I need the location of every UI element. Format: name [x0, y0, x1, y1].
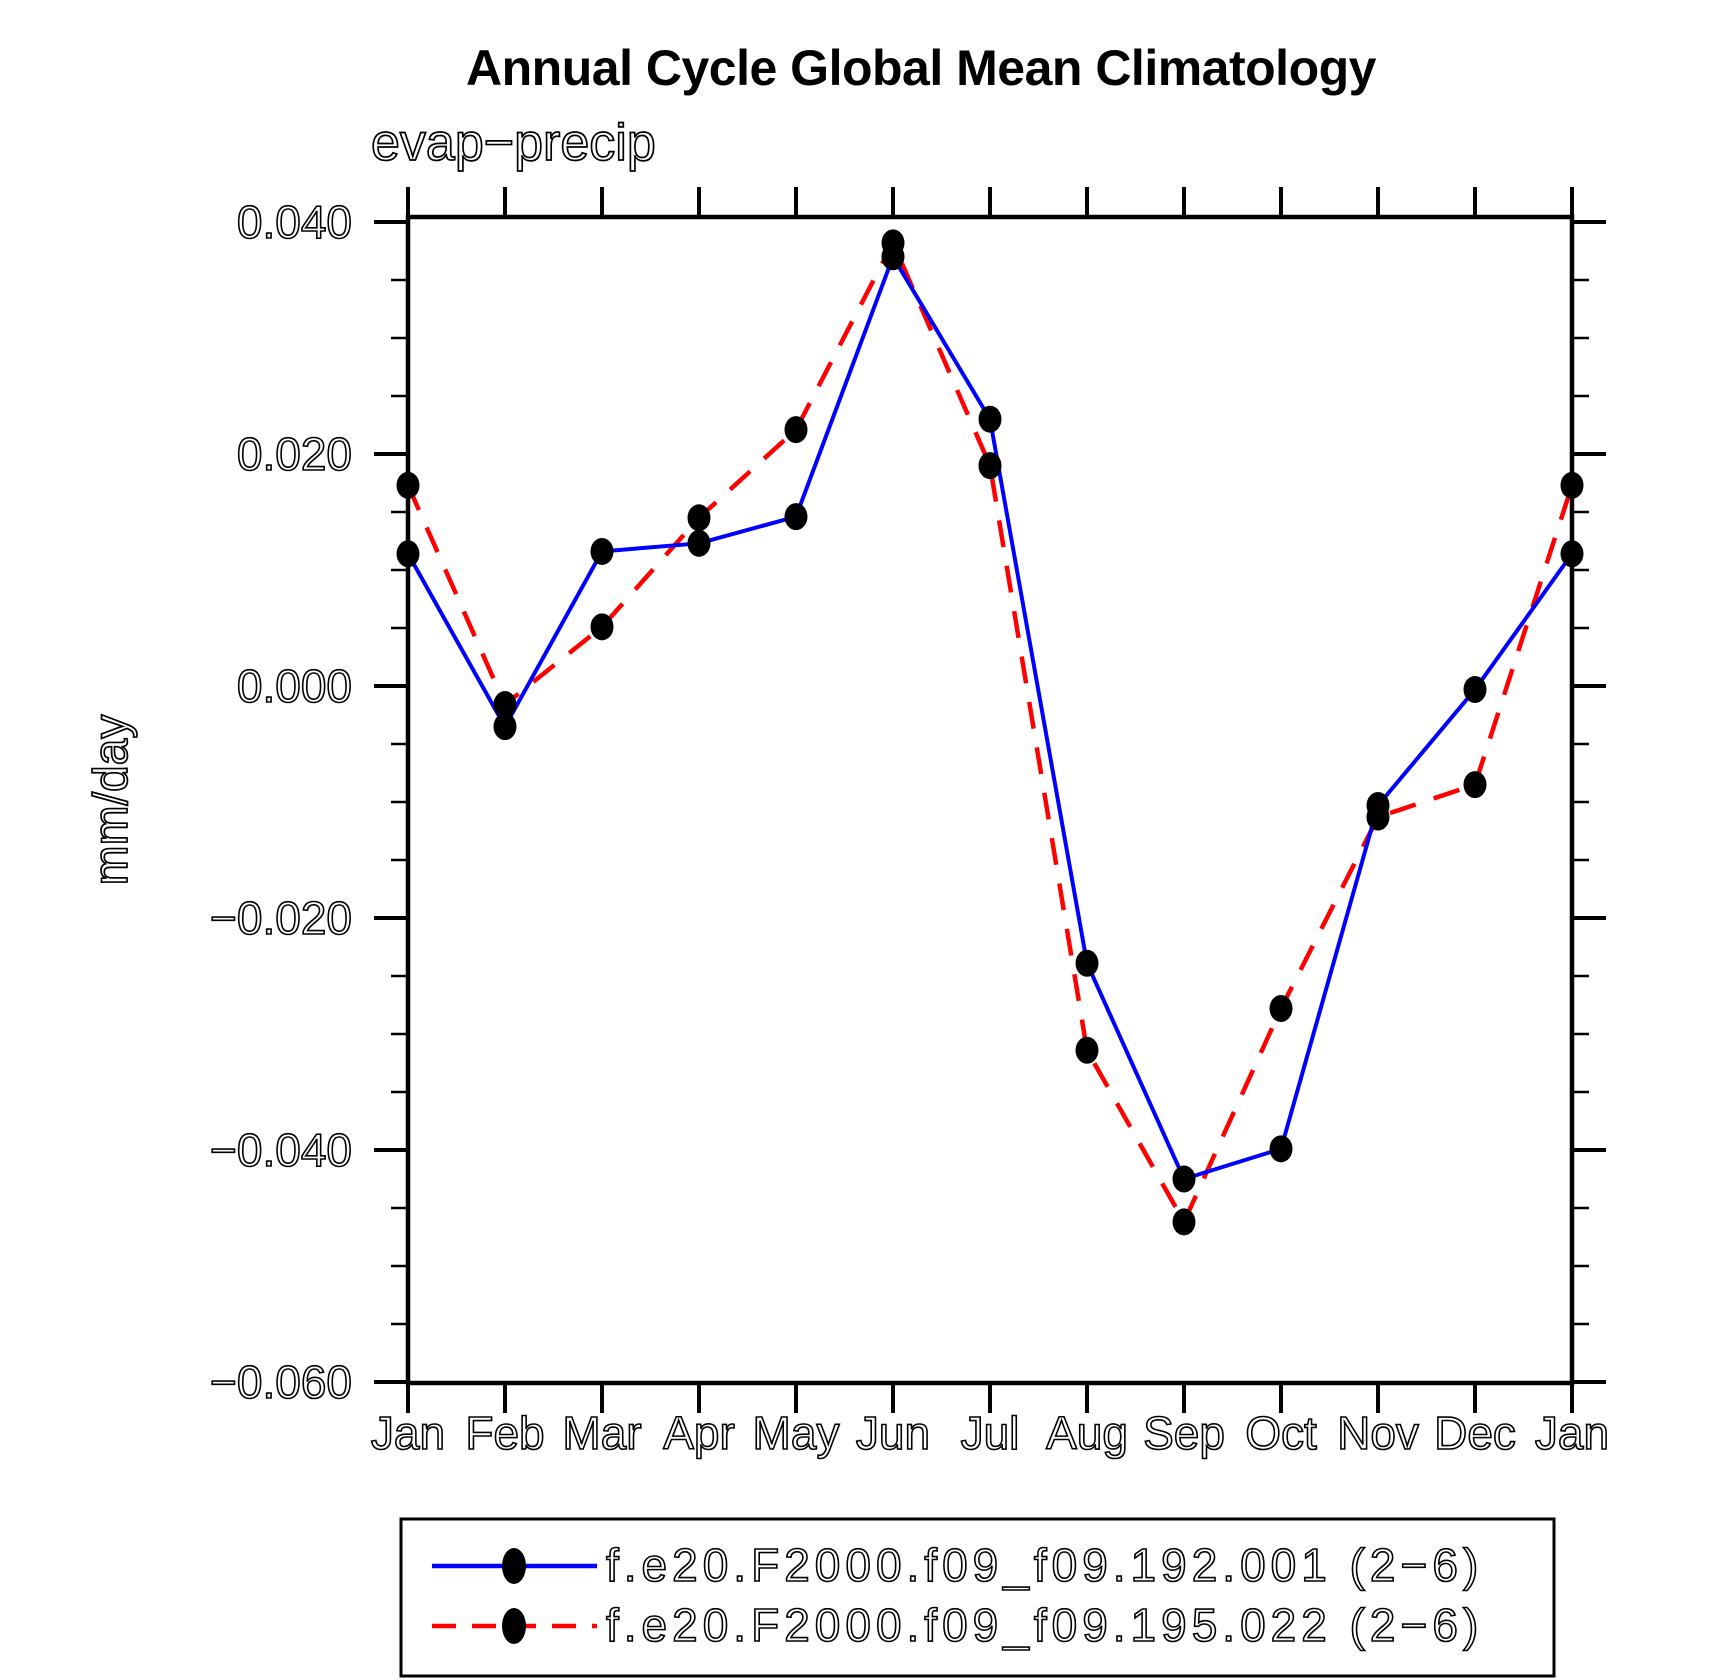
x-axis-tick-label: Oct [1245, 1407, 1317, 1459]
data-point-marker [396, 471, 420, 499]
data-point-marker [784, 416, 808, 444]
data-point-marker [1269, 1135, 1293, 1163]
plot-area: 0.040 0.020 0.000 −0.020 −0.040 −0.060 Jan Feb M… [209, 187, 1610, 1460]
y-axis-tick-label: 0.000 [237, 660, 352, 712]
data-point-marker [784, 503, 808, 531]
data-point-marker [1075, 949, 1099, 977]
x-axis-tick-label: Jun [856, 1407, 930, 1459]
x-axis-tick-label: Jan [371, 1407, 445, 1459]
data-point-marker [1172, 1165, 1196, 1193]
x-axis-tick-label: Sep [1143, 1407, 1225, 1459]
chart-title: Annual Cycle Global Mean Climatology [466, 40, 1377, 96]
x-axis-tick-label: Aug [1046, 1407, 1128, 1459]
x-axis-tick-label: May [753, 1407, 840, 1459]
data-point-marker [1463, 675, 1487, 703]
data-point-marker [493, 713, 517, 741]
data-point-marker [1463, 771, 1487, 799]
legend-marker [502, 1608, 526, 1644]
y-axis-title: mm/day [85, 715, 138, 886]
y-axis-tick-label: −0.060 [210, 1356, 352, 1408]
legend-entry-label: f.e20.F2000.f09_f09.192.001 (2−6) [606, 1539, 1483, 1591]
data-point-marker [1269, 994, 1293, 1022]
data-point-marker [590, 537, 614, 565]
x-axis-tick-label: Jan [1535, 1407, 1609, 1459]
series-line-195-022 [405, 237, 1575, 1227]
plot-frame [405, 214, 1575, 1386]
x-axis-tick-label: Mar [562, 1407, 641, 1459]
legend: f.e20.F2000.f09_f09.192.001 (2−6) f.e20.F… [399, 1517, 1556, 1678]
y-axis-tick-label: 0.040 [237, 196, 352, 248]
y-axis-tick-label: −0.040 [210, 1124, 352, 1176]
data-point-marker [590, 613, 614, 641]
data-point-marker [493, 691, 517, 719]
x-axis-tick-label: Jul [961, 1407, 1020, 1459]
x-axis-tick-label: Dec [1434, 1407, 1516, 1459]
series-line-192-001 [406, 252, 1574, 1182]
data-point-marker [978, 452, 1002, 480]
data-point-marker [1560, 471, 1584, 499]
chart-subtitle: evap−precip [371, 114, 656, 172]
data-point-marker [396, 540, 420, 568]
x-axis-tick-label: Apr [663, 1407, 735, 1459]
y-axis-tick-label: −0.020 [210, 892, 352, 944]
data-point-marker [1172, 1208, 1196, 1236]
data-point-marker [1560, 540, 1584, 568]
data-point-marker [1366, 803, 1390, 831]
y-axis-tick-label: 0.020 [237, 428, 352, 480]
x-axis-tick-label: Nov [1337, 1407, 1419, 1459]
data-point-marker [978, 405, 1002, 433]
data-point-marker [881, 229, 905, 257]
legend-entry-label: f.e20.F2000.f09_f09.195.022 (2−6) [606, 1599, 1483, 1651]
legend-box [399, 1517, 1556, 1678]
data-point-marker [1075, 1036, 1099, 1064]
data-point-marker [687, 529, 711, 557]
x-axis-tick-label: Feb [465, 1407, 544, 1459]
data-point-marker [687, 504, 711, 532]
legend-marker [502, 1548, 526, 1584]
